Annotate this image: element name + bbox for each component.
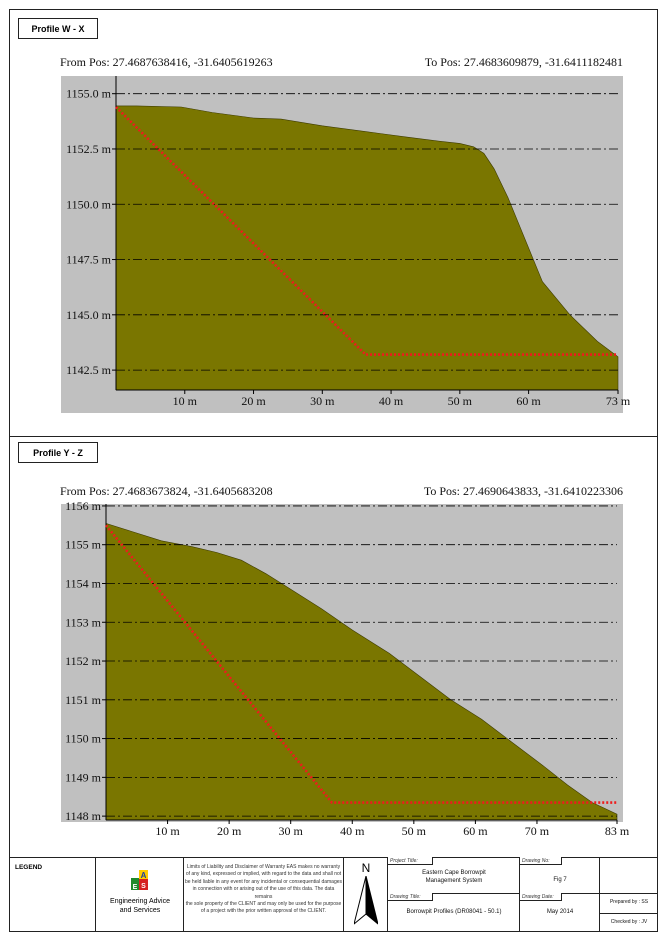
company-name: Engineering Advice bbox=[110, 898, 170, 905]
to-position: To Pos: 27.4690643833, -31.6410223306 bbox=[424, 484, 623, 498]
profile-label: Profile W - X bbox=[18, 18, 98, 39]
company-logo-icon: A E S bbox=[131, 870, 148, 890]
drawing-date-label: Drawing Date: bbox=[520, 893, 562, 901]
profile-charts: From Pos: 27.4687638416, -31.6405619263 … bbox=[60, 55, 631, 838]
x-tick-label: 50 m bbox=[402, 824, 427, 838]
north-arrow-cell: N bbox=[344, 857, 388, 932]
svg-text:S: S bbox=[141, 883, 146, 890]
y-tick-label: 1153 m bbox=[65, 615, 102, 629]
cut-profile-line bbox=[115, 106, 618, 356]
x-tick-label: 40 m bbox=[340, 824, 365, 838]
project-title: Management System bbox=[425, 878, 483, 884]
north-arrow-icon bbox=[354, 876, 378, 925]
x-tick-label: 10 m bbox=[173, 394, 198, 408]
legend-divider bbox=[9, 857, 658, 858]
profile-label: Profile Y - Z bbox=[18, 442, 98, 463]
x-tick-label: 20 m bbox=[217, 824, 242, 838]
y-tick-label: 1155.0 m bbox=[66, 87, 112, 101]
x-tick-label: 83 m bbox=[605, 824, 630, 838]
drawing-info-cell: Drawing No: Fig 7 Drawing Date: May 2014 bbox=[520, 857, 600, 932]
to-position: To Pos: 27.4683609879, -31.6411182481 bbox=[425, 55, 623, 69]
cut-profile-line bbox=[104, 524, 617, 804]
svg-text:A: A bbox=[141, 871, 147, 880]
project-title: Eastern Cape Borrowpit bbox=[422, 870, 486, 876]
y-tick-label: 1152 m bbox=[65, 654, 102, 668]
company-name: and Services bbox=[119, 907, 161, 914]
from-position: From Pos: 27.4687638416, -31.6405619263 bbox=[60, 55, 273, 69]
legend-cell: LEGEND bbox=[9, 857, 96, 932]
x-tick-label: 60 m bbox=[463, 824, 488, 838]
drawing-no-label: Drawing No: bbox=[520, 857, 562, 865]
y-tick-label: 1145.0 m bbox=[66, 308, 112, 322]
x-tick-label: 50 m bbox=[448, 394, 473, 408]
company-cell: A E S Engineering Advice and Services bbox=[96, 857, 184, 932]
y-tick-label: 1150 m bbox=[65, 732, 102, 746]
y-tick-label: 1150.0 m bbox=[66, 197, 112, 211]
drawing-sheet bbox=[9, 9, 658, 932]
project-title-label: Project Title: bbox=[388, 857, 433, 865]
y-tick-label: 1148 m bbox=[65, 809, 102, 823]
drawing-date: May 2014 bbox=[546, 909, 574, 915]
x-tick-label: 30 m bbox=[310, 394, 335, 408]
profile-divider bbox=[9, 436, 658, 437]
x-tick-label: 20 m bbox=[241, 394, 266, 408]
y-tick-label: 1151 m bbox=[65, 693, 102, 707]
north-label: N bbox=[361, 861, 371, 875]
y-tick-label: 1147.5 m bbox=[66, 253, 112, 267]
y-tick-label: 1152.5 m bbox=[66, 142, 112, 156]
x-tick-label: 10 m bbox=[155, 824, 180, 838]
x-tick-label: 70 m bbox=[525, 824, 550, 838]
x-tick-label: 60 m bbox=[516, 394, 541, 408]
x-tick-label: 40 m bbox=[379, 394, 404, 408]
y-tick-label: 1154 m bbox=[65, 576, 102, 590]
disclaimer-text: Limits of Liability and Disclaimer of Wa… bbox=[184, 864, 343, 915]
y-tick-label: 1155 m bbox=[65, 538, 102, 552]
prepared-by: Prepared by : SS bbox=[609, 899, 649, 905]
from-position: From Pos: 27.4683673824, -31.6405683208 bbox=[60, 484, 273, 498]
terrain-area bbox=[115, 105, 619, 391]
svg-text:E: E bbox=[133, 884, 138, 890]
x-tick-label: 73 m bbox=[606, 394, 631, 408]
legend-title: LEGEND bbox=[15, 864, 43, 871]
checked-by: Checked by : JV bbox=[610, 919, 648, 925]
y-tick-label: 1156 m bbox=[65, 499, 102, 513]
drawing-title: Borrowpit Profiles (DR08041 - 50.1) bbox=[406, 909, 502, 915]
title-cell: Project Title: Eastern Cape Borrowpit Ma… bbox=[388, 857, 520, 932]
disclaimer-cell: Limits of Liability and Disclaimer of Wa… bbox=[184, 857, 344, 932]
legend-title-block: LEGEND A E S Engineering Advice and Serv… bbox=[9, 857, 658, 932]
y-tick-label: 1149 m bbox=[65, 770, 102, 784]
x-tick-label: 30 m bbox=[279, 824, 304, 838]
drawing-no: Fig 7 bbox=[553, 877, 567, 883]
signoff-cell: Prepared by : SS Checked by : JV bbox=[600, 857, 658, 932]
drawing-title-label: Drawing Title: bbox=[388, 893, 433, 901]
y-tick-label: 1142.5 m bbox=[66, 363, 112, 377]
